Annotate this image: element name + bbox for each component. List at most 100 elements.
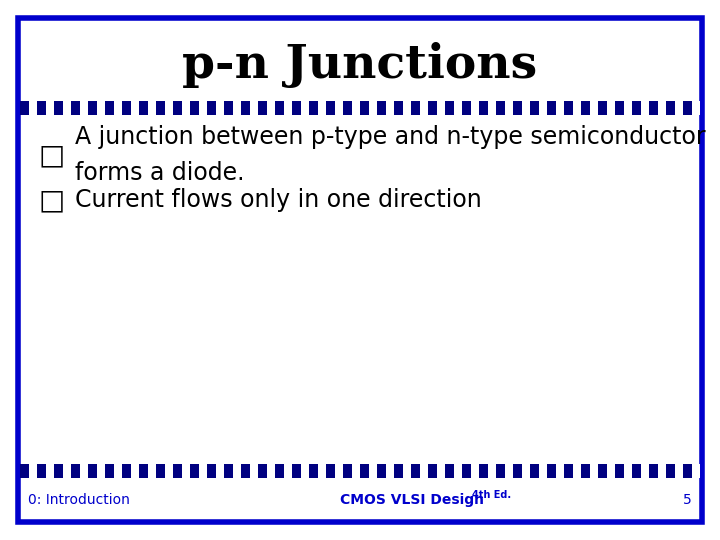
Bar: [207, 101, 215, 115]
Bar: [394, 101, 402, 115]
Bar: [360, 464, 369, 478]
Bar: [572, 101, 581, 115]
Bar: [37, 101, 45, 115]
Bar: [309, 101, 318, 115]
Bar: [156, 464, 164, 478]
Bar: [233, 101, 241, 115]
Bar: [130, 464, 139, 478]
Bar: [470, 464, 479, 478]
Bar: [96, 464, 105, 478]
Bar: [63, 101, 71, 115]
Bar: [487, 464, 496, 478]
Text: □: □: [39, 186, 65, 214]
Bar: [148, 464, 156, 478]
Bar: [241, 464, 250, 478]
Bar: [496, 101, 505, 115]
Bar: [20, 101, 29, 115]
Bar: [454, 101, 462, 115]
Bar: [556, 101, 564, 115]
Bar: [122, 101, 130, 115]
Bar: [130, 101, 139, 115]
Text: p-n Junctions: p-n Junctions: [182, 42, 538, 88]
Bar: [105, 101, 114, 115]
Bar: [45, 101, 54, 115]
Bar: [224, 464, 233, 478]
Bar: [224, 101, 233, 115]
Bar: [564, 101, 572, 115]
Bar: [190, 464, 199, 478]
Bar: [530, 464, 539, 478]
Bar: [505, 101, 513, 115]
Bar: [470, 101, 479, 115]
Bar: [547, 101, 556, 115]
Bar: [691, 464, 700, 478]
Bar: [454, 464, 462, 478]
Bar: [71, 464, 79, 478]
Bar: [351, 101, 360, 115]
Bar: [615, 464, 624, 478]
Bar: [335, 464, 343, 478]
Bar: [657, 101, 666, 115]
Bar: [641, 464, 649, 478]
Bar: [606, 464, 615, 478]
Bar: [539, 464, 547, 478]
Text: 0: Introduction: 0: Introduction: [28, 493, 130, 507]
Bar: [632, 101, 641, 115]
Text: □: □: [39, 141, 65, 169]
Bar: [683, 464, 691, 478]
Bar: [666, 464, 675, 478]
Bar: [71, 101, 79, 115]
Bar: [581, 464, 590, 478]
Bar: [181, 464, 190, 478]
Bar: [114, 101, 122, 115]
Bar: [521, 464, 530, 478]
Bar: [54, 101, 63, 115]
Bar: [37, 464, 45, 478]
Bar: [436, 464, 445, 478]
Bar: [505, 464, 513, 478]
Bar: [385, 101, 394, 115]
Bar: [63, 464, 71, 478]
Bar: [420, 464, 428, 478]
Bar: [590, 464, 598, 478]
Bar: [215, 464, 224, 478]
Bar: [657, 464, 666, 478]
Bar: [649, 464, 657, 478]
Bar: [45, 464, 54, 478]
Bar: [190, 101, 199, 115]
Bar: [675, 464, 683, 478]
Bar: [318, 464, 326, 478]
Bar: [114, 464, 122, 478]
Bar: [88, 464, 96, 478]
Bar: [547, 464, 556, 478]
Bar: [266, 101, 275, 115]
Bar: [428, 101, 436, 115]
Text: Current flows only in one direction: Current flows only in one direction: [75, 188, 482, 212]
Bar: [343, 464, 351, 478]
Bar: [275, 464, 284, 478]
Bar: [300, 101, 309, 115]
Bar: [300, 464, 309, 478]
Bar: [411, 101, 420, 115]
Bar: [284, 464, 292, 478]
Bar: [88, 101, 96, 115]
Bar: [641, 101, 649, 115]
Bar: [479, 464, 487, 478]
Bar: [79, 101, 88, 115]
Text: 5: 5: [683, 493, 692, 507]
Bar: [250, 464, 258, 478]
Bar: [530, 101, 539, 115]
Bar: [233, 464, 241, 478]
Bar: [445, 101, 454, 115]
Bar: [335, 101, 343, 115]
Bar: [572, 464, 581, 478]
Bar: [539, 101, 547, 115]
Bar: [258, 464, 266, 478]
Bar: [675, 101, 683, 115]
Bar: [29, 101, 37, 115]
Bar: [96, 101, 105, 115]
Bar: [29, 464, 37, 478]
Bar: [462, 101, 470, 115]
Bar: [369, 101, 377, 115]
Bar: [385, 464, 394, 478]
